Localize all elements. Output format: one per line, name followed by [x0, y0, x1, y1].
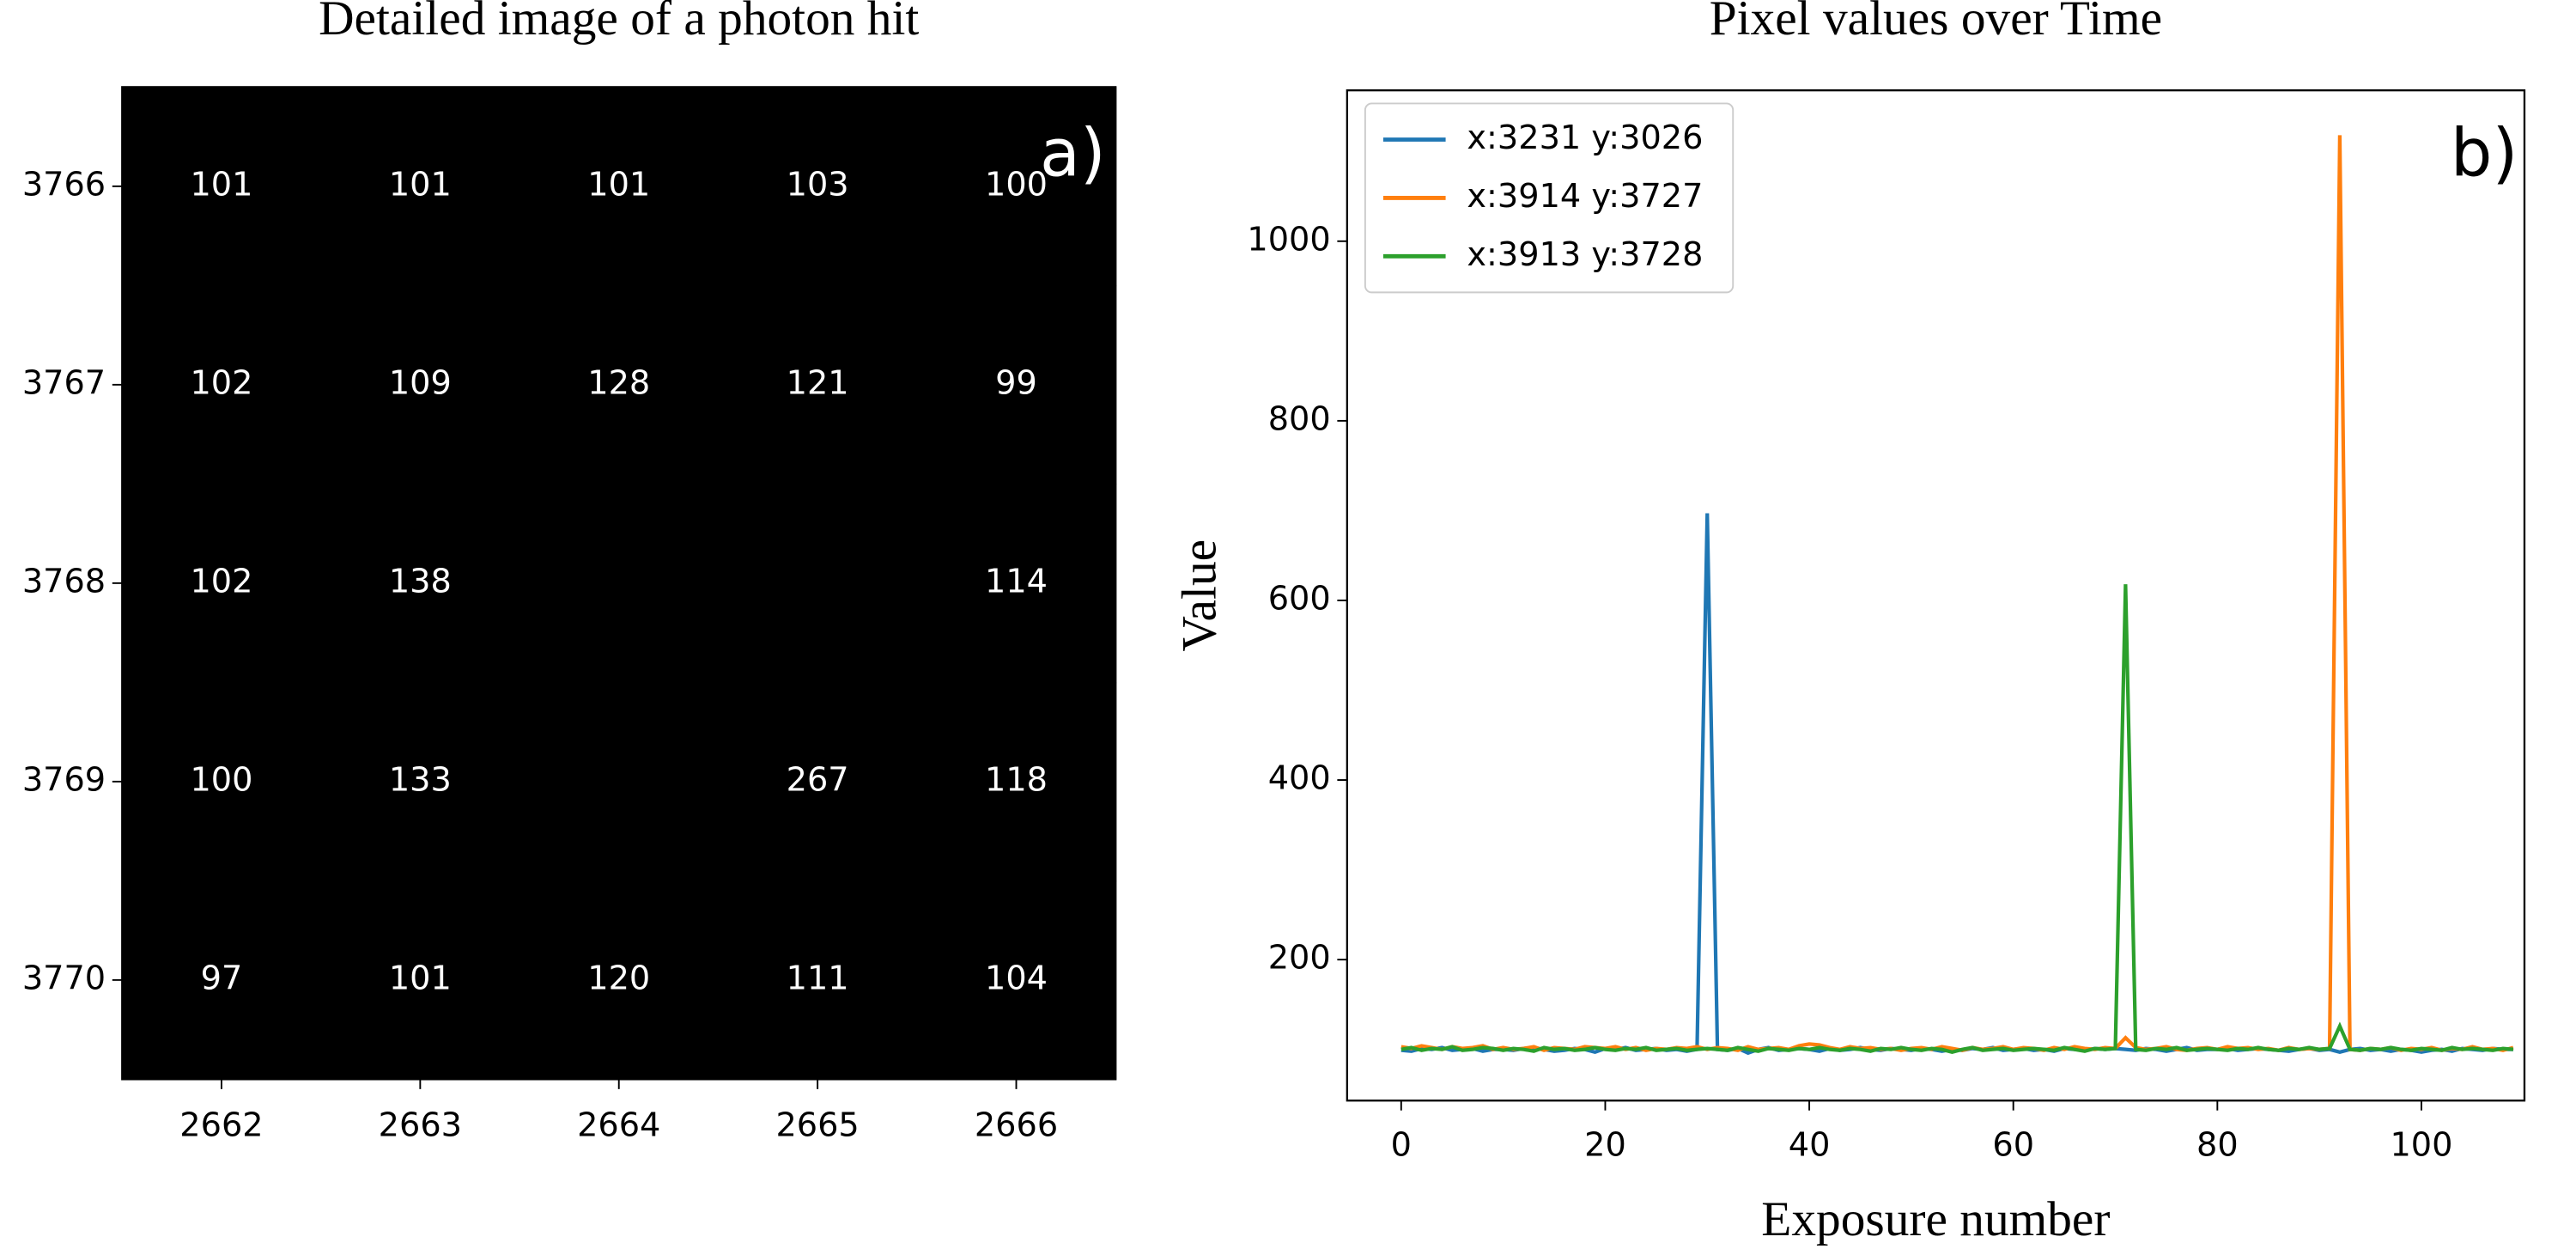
- cell-label: 100: [985, 166, 1048, 204]
- cell-label: 267: [787, 761, 849, 799]
- y-tick-label: 1000: [1247, 221, 1330, 259]
- heatmap-cell: [718, 285, 918, 485]
- cell-label: 99: [995, 364, 1037, 402]
- x-tick-label: 40: [1789, 1126, 1831, 1164]
- cell-label: 109: [389, 364, 452, 402]
- heatmap-cell: [320, 87, 520, 287]
- y-tick-label: 3768: [22, 563, 106, 600]
- cell-label: 101: [389, 960, 452, 997]
- x-axis-label: Exposure number: [1761, 1192, 2110, 1246]
- cell-label: 476: [587, 563, 650, 600]
- cell-label: 101: [190, 166, 252, 204]
- axes-frame: [1346, 89, 2526, 1102]
- heatmap-cell: [916, 285, 1117, 485]
- cell-label: 101: [587, 166, 650, 204]
- x-tick-label: 100: [2390, 1126, 2452, 1164]
- cell-label: 114: [985, 563, 1048, 600]
- heatmap-cell: [916, 682, 1117, 882]
- panel-label: a): [1040, 116, 1106, 192]
- heatmap-cell: [320, 880, 520, 1081]
- cell-label: 102: [190, 563, 252, 600]
- cell-label: 138: [389, 563, 452, 600]
- legend-box: [1364, 102, 1735, 294]
- heatmap-cell: [519, 880, 720, 1081]
- heatmap-cell: [122, 87, 322, 287]
- cell-label: 121: [787, 364, 849, 402]
- legend-label: x:3231 y:3026: [1467, 119, 1703, 157]
- x-tick-label: 60: [1992, 1126, 2034, 1164]
- heatmap-cell: [718, 484, 918, 684]
- cell-label: 104: [985, 960, 1048, 997]
- legend-label: x:3913 y:3728: [1467, 236, 1703, 274]
- y-tick-label: 800: [1268, 400, 1331, 438]
- cell-label: 101: [389, 166, 452, 204]
- x-tick-label: 2664: [577, 1106, 660, 1144]
- x-tick-label: 2665: [775, 1106, 859, 1144]
- y-axis-label: Value: [1173, 539, 1227, 652]
- y-tick-label: 3766: [22, 166, 106, 204]
- cell-label: 100: [190, 761, 252, 799]
- cell-label: 128: [587, 364, 650, 402]
- y-tick-label: 200: [1268, 940, 1331, 978]
- x-tick-label: 20: [1584, 1126, 1626, 1164]
- y-tick-label: 3767: [22, 364, 106, 402]
- x-tick-label: 2662: [179, 1106, 263, 1144]
- heatmap-cell: [122, 285, 322, 485]
- x-tick-label: 2666: [975, 1106, 1058, 1144]
- chart-title: Detailed image of a photon hit: [319, 0, 919, 46]
- heatmap-cell: [519, 285, 720, 485]
- heatmap-cell: [320, 484, 520, 684]
- heatmap-cell: [718, 682, 918, 882]
- heatmap-cell: [519, 484, 720, 684]
- cell-label: 97: [201, 960, 243, 997]
- data-line: [1400, 584, 2514, 1054]
- heatmap-cell: [718, 87, 918, 287]
- heatmap-cell: [916, 484, 1117, 684]
- cell-label: 133: [389, 761, 452, 799]
- cell-label: 370: [587, 761, 650, 799]
- cell-label: 103: [787, 166, 849, 204]
- y-tick-label: 400: [1268, 760, 1331, 798]
- heatmap-cell: [122, 880, 322, 1081]
- heatmap-cell: [718, 880, 918, 1081]
- x-tick-label: 80: [2196, 1126, 2239, 1164]
- cell-label: 120: [587, 960, 650, 997]
- y-tick-label: 600: [1268, 580, 1331, 618]
- heatmap-cell: [122, 484, 322, 684]
- heatmap-cell: [519, 87, 720, 287]
- y-tick-label: 3769: [22, 761, 106, 799]
- x-tick-label: 0: [1391, 1126, 1412, 1164]
- chart-title: Pixel values over Time: [1710, 0, 2162, 46]
- cell-label: 118: [985, 761, 1048, 799]
- heatmap-cell: [519, 682, 720, 882]
- y-tick-label: 3770: [22, 960, 106, 997]
- cell-label: 102: [190, 364, 252, 402]
- heatmap-cell: [916, 87, 1117, 287]
- heatmap-cell: [916, 880, 1117, 1081]
- x-tick-label: 2663: [379, 1106, 462, 1144]
- heatmap-cell: [122, 682, 322, 882]
- panel-label: b): [2451, 116, 2518, 192]
- cell-label: 355: [787, 563, 849, 600]
- heatmap-cell: [320, 682, 520, 882]
- heatmap-cell: [320, 285, 520, 485]
- cell-label: 111: [787, 960, 849, 997]
- legend-label: x:3914 y:3727: [1467, 178, 1703, 216]
